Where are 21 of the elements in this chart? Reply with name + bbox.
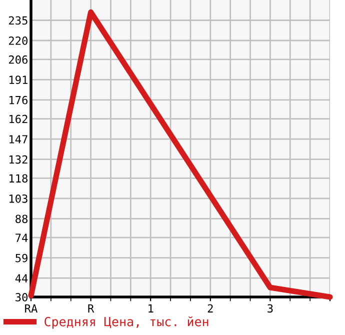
y-tick-label: 206 bbox=[8, 55, 28, 64]
x-tick-label: 2 bbox=[208, 304, 213, 312]
y-tick-label: 88 bbox=[16, 214, 28, 224]
y-tick-label: 30 bbox=[16, 293, 28, 302]
y-tick-label: 59 bbox=[16, 254, 28, 262]
y-tick-label: 147 bbox=[9, 135, 28, 144]
legend-label: Средняя Цена, тыс. йен bbox=[44, 316, 208, 329]
y-tick-label: 191 bbox=[9, 76, 28, 84]
y-tick-label: 118 bbox=[9, 174, 28, 183]
y-tick-label: 176 bbox=[9, 96, 28, 104]
y-tick-label: 132 bbox=[9, 155, 28, 164]
y-tick-label: 74 bbox=[16, 234, 28, 242]
y-tick-label: 103 bbox=[9, 194, 28, 203]
y-tick-label: 235 bbox=[8, 16, 28, 25]
y-tick-label: 44 bbox=[15, 274, 28, 282]
y-tick-label: 162 bbox=[9, 114, 28, 124]
x-tick-label: RA bbox=[25, 304, 38, 312]
y-tick-label: 220 bbox=[8, 36, 28, 45]
x-tick-label: 1 bbox=[148, 304, 154, 312]
x-tick-label: R bbox=[88, 304, 94, 312]
x-tick-label: 3 bbox=[268, 304, 273, 313]
